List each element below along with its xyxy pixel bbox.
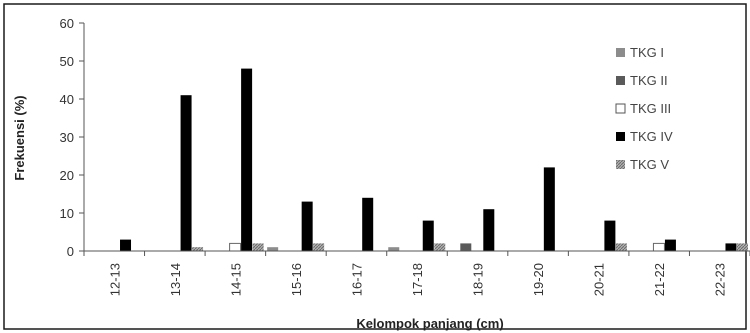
- bar-tkg-iii-14-15: [229, 242, 242, 252]
- bar-tkg-iv-12-13: [120, 239, 132, 251]
- legend-swatch: [616, 48, 625, 57]
- y-tick-label: 0: [67, 244, 74, 259]
- legend-label: TKG III: [630, 101, 671, 116]
- bar-tkg-i-15-16: [267, 247, 279, 251]
- legend-swatch: [616, 160, 625, 169]
- bar-tkg-iv-15-16: [301, 201, 313, 251]
- bar-tkg-iv-21-22: [664, 239, 676, 251]
- bar-tkg-v-15-16: [313, 243, 325, 251]
- y-axis-title: Frekuensi (%): [12, 95, 27, 180]
- chart-frame: [3, 3, 747, 330]
- x-tick-label: 22-23: [713, 263, 728, 296]
- x-tick-label: 12-13: [107, 263, 122, 296]
- y-tick-label: 50: [60, 54, 74, 69]
- legend-label: TKG IV: [630, 129, 673, 144]
- bar-tkg-i-17-18: [388, 247, 400, 251]
- legend-label: TKG II: [630, 73, 668, 88]
- bar-tkg-iv-20-21: [604, 220, 616, 251]
- bar-tkg-iv-17-18: [422, 220, 434, 251]
- legend-swatch: [615, 103, 626, 114]
- legend-swatch: [616, 132, 625, 141]
- bar-tkg-v-14-15: [252, 243, 264, 251]
- x-tick-label: 14-15: [228, 263, 243, 296]
- bar-tkg-iv-16-17: [362, 197, 374, 251]
- x-axis-title: Kelompok panjang (cm): [356, 316, 503, 331]
- bar-tkg-iv-13-14: [180, 95, 192, 251]
- x-tick-label: 20-21: [592, 263, 607, 296]
- legend-label: TKG I: [630, 45, 664, 60]
- bar-tkg-v-20-21: [615, 243, 627, 251]
- legend-swatch: [616, 76, 625, 85]
- bar-tkg-v-13-14: [192, 247, 204, 251]
- x-tick-label: 13-14: [168, 263, 183, 296]
- bar-tkg-iii-21-22: [652, 242, 665, 252]
- y-tick-label: 20: [60, 168, 74, 183]
- x-tick-label: 19-20: [531, 263, 546, 296]
- bar-tkg-v-17-18: [434, 243, 446, 251]
- x-tick-label: 17-18: [410, 263, 425, 296]
- bar-tkg-iv-19-20: [543, 167, 555, 251]
- y-tick-label: 10: [60, 206, 74, 221]
- bar-tkg-iv-22-23: [725, 243, 737, 251]
- bar-tkg-iv-14-15: [241, 68, 253, 251]
- bar-tkg-ii-18-19: [460, 243, 472, 251]
- bar-tkg-iv-18-19: [483, 209, 495, 251]
- x-tick-label: 21-22: [652, 263, 667, 296]
- y-tick-label: 40: [60, 92, 74, 107]
- bar-tkg-v-22-23: [736, 243, 748, 251]
- x-tick-label: 18-19: [471, 263, 486, 296]
- legend: TKG I TKG II TKG III TKG IV TKG V: [615, 45, 673, 172]
- x-tick-label: 16-17: [350, 263, 365, 296]
- y-tick-label: 60: [60, 16, 74, 31]
- legend-label: TKG V: [630, 157, 669, 172]
- y-tick-label: 30: [60, 130, 74, 145]
- x-tick-label: 15-16: [289, 263, 304, 296]
